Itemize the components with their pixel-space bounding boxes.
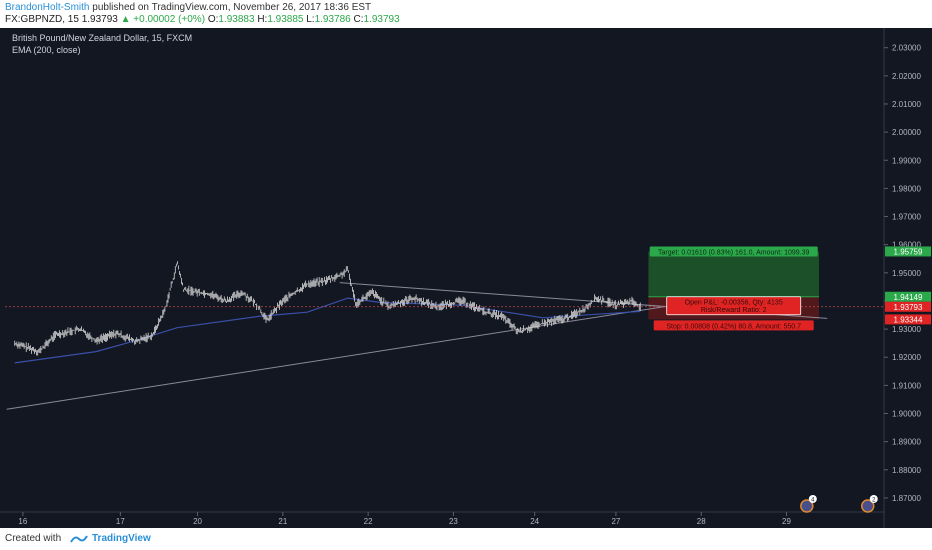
x-tick-label: 21 (278, 517, 287, 526)
y-tick-label: 1.96000 (892, 241, 921, 250)
stop-label-box (653, 320, 814, 331)
y-tick-label: 1.99000 (892, 156, 921, 165)
ema-line (14, 297, 641, 364)
tradingview-logo-icon (70, 535, 88, 543)
price-tag-label: 1.93793 (894, 303, 923, 312)
y-tick-label: 1.98000 (892, 184, 921, 193)
brand-name[interactable]: TradingView (92, 533, 151, 544)
x-tick-label: 28 (697, 517, 706, 526)
price-tag-label: 1.94149 (894, 293, 923, 302)
y-tick-label: 2.03000 (892, 44, 921, 53)
open-pnl-label: Open P&L: -0.00356, Qty: 4135 (685, 299, 783, 306)
x-tick-label: 24 (530, 517, 539, 526)
target-label-box (649, 246, 818, 257)
x-tick-label: 23 (449, 517, 458, 526)
last-price: 1.93793 (81, 14, 118, 25)
symbol-label: FX:GBPNZD, 15 (5, 14, 79, 25)
created-with-text: Created with (5, 533, 62, 544)
target-label: Target: 0.01610 (0.83%) 161.0, Amount: 1… (658, 249, 809, 256)
published-text: published on TradingView.com, November 2… (92, 2, 372, 13)
close-value: 1.93793 (363, 14, 400, 25)
event-count-badge (808, 495, 817, 503)
indicator-label: EMA (200, close) (12, 45, 81, 55)
x-tick-label: 17 (116, 517, 125, 526)
price-change: ▲ +0.00002 (+0%) (120, 14, 206, 25)
price-tag-label: 1.95759 (894, 247, 923, 256)
author-link[interactable]: BrandonHolt-Smith (5, 2, 90, 13)
x-tick-label: 22 (364, 517, 373, 526)
low-label: L: (306, 14, 315, 25)
event-count-label: 4 (811, 498, 815, 504)
open-label: O: (207, 14, 219, 25)
event-flag-icon (861, 499, 875, 513)
y-tick-label: 2.00000 (892, 128, 921, 137)
y-tick-label: 1.90000 (892, 410, 921, 419)
price-tag-label: 1.93344 (894, 315, 923, 324)
price-tag (885, 291, 931, 302)
publish-info: BrandonHolt-Smith published on TradingVi… (5, 2, 371, 13)
chart-title: British Pound/New Zealand Dollar, 15, FX… (12, 33, 192, 43)
x-tick-label: 27 (611, 517, 620, 526)
y-tick-label: 1.89000 (892, 438, 921, 447)
footer: Created with TradingView (0, 528, 932, 550)
event-flag-icon (800, 499, 814, 513)
x-tick-label: 29 (782, 517, 791, 526)
chart-header: BrandonHolt-Smith published on TradingVi… (0, 0, 932, 26)
y-tick-label: 1.92000 (892, 353, 921, 362)
y-tick-label: 1.88000 (892, 466, 921, 475)
open-value: 1.93883 (218, 14, 255, 25)
event-count-label: 2 (872, 498, 876, 504)
price-tag (885, 301, 931, 312)
ohlc-line: FX:GBPNZD, 15 1.93793 ▲ +0.00002 (+0%) O… (5, 14, 400, 25)
stop-label: Stop: 0.00808 (0.42%) 80.8, Amount: 550.… (666, 323, 801, 330)
high-label: H: (257, 14, 268, 25)
y-tick-label: 1.91000 (892, 381, 921, 390)
price-chart[interactable]: British Pound/New Zealand Dollar, 15, FX… (0, 28, 932, 528)
target-zone (648, 251, 820, 297)
y-tick-label: 1.95000 (892, 269, 921, 278)
close-label: C: (353, 14, 364, 25)
y-tick-label: 1.93000 (892, 325, 921, 334)
high-value: 1.93885 (267, 14, 304, 25)
price-tag (885, 246, 931, 257)
price-tag (885, 314, 931, 325)
x-tick-label: 16 (18, 517, 27, 526)
event-count-badge (869, 495, 878, 503)
y-tick-label: 2.02000 (892, 72, 921, 81)
risk-reward-label: Risk/Reward Ratio: 2 (701, 307, 767, 314)
open-pnl-box (666, 296, 802, 316)
chart-canvas[interactable]: British Pound/New Zealand Dollar, 15, FX… (0, 28, 932, 528)
y-tick-label: 2.01000 (892, 100, 921, 109)
y-tick-label: 1.97000 (892, 213, 921, 222)
price-axis-background (884, 28, 932, 528)
low-value: 1.93786 (314, 14, 351, 25)
x-tick-label: 20 (193, 517, 202, 526)
y-tick-label: 1.87000 (892, 494, 921, 503)
